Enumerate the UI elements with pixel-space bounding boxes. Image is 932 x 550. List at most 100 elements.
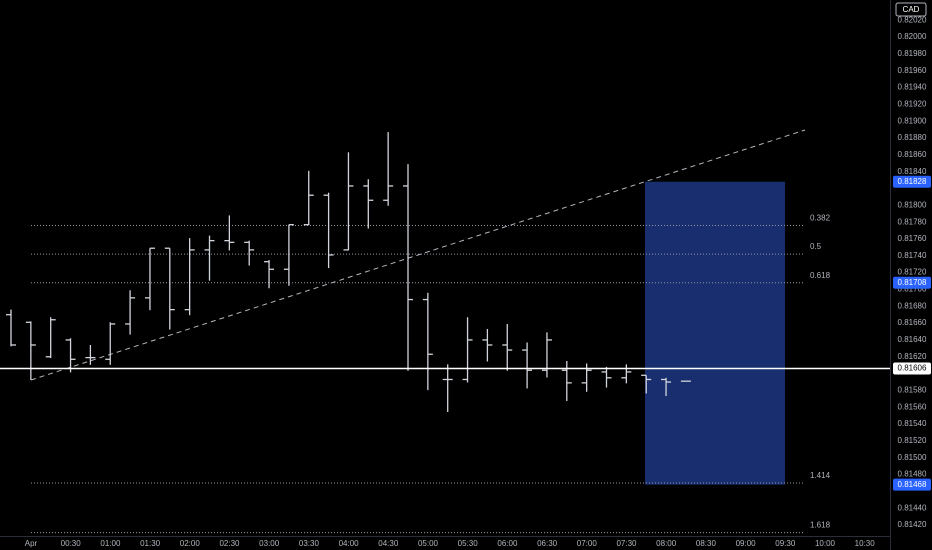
ohlc-bar bbox=[105, 322, 116, 365]
ohlc-bar bbox=[244, 240, 255, 266]
ohlc-bar bbox=[45, 317, 56, 359]
ohlc-bar bbox=[442, 364, 453, 412]
ohlc-bar bbox=[482, 329, 493, 362]
y-tick-label: 0.81880 bbox=[898, 133, 927, 142]
ohlc-bar bbox=[621, 364, 632, 384]
x-tick-label: 09:00 bbox=[736, 539, 757, 548]
y-tick-label: 0.81580 bbox=[898, 386, 927, 395]
y-tick-label: 0.81540 bbox=[898, 419, 927, 428]
fib-label: 0.5 bbox=[810, 242, 822, 251]
x-tick-label: 01:30 bbox=[140, 539, 161, 548]
ohlc-bar bbox=[6, 309, 16, 347]
x-tick-label: 03:30 bbox=[299, 539, 320, 548]
ohlc-bar bbox=[264, 260, 275, 289]
currency-badge[interactable] bbox=[895, 2, 927, 17]
y-tick-label: 0.81900 bbox=[898, 116, 927, 125]
fib-label: 0.382 bbox=[810, 214, 831, 223]
y-tick-label: 0.81680 bbox=[898, 301, 927, 310]
x-tick-label: 10:30 bbox=[855, 539, 876, 548]
box-level-label-bg bbox=[893, 276, 931, 289]
y-tick-label: 0.81960 bbox=[898, 66, 927, 75]
ohlc-bar bbox=[502, 323, 513, 371]
ohlc-bar bbox=[363, 179, 374, 229]
x-tick-label: 08:00 bbox=[656, 539, 677, 548]
y-tick-label: 0.81840 bbox=[898, 167, 927, 176]
y-tick-label: 0.81860 bbox=[898, 150, 927, 159]
ohlc-bar bbox=[462, 317, 473, 383]
x-tick-label: 01:00 bbox=[100, 539, 121, 548]
y-tick-label: 0.81740 bbox=[898, 251, 927, 260]
x-tick-label: 07:30 bbox=[616, 539, 637, 548]
ohlc-bar bbox=[680, 380, 691, 382]
ohlc-bar bbox=[25, 321, 36, 380]
fib-label: 1.414 bbox=[810, 471, 831, 480]
fib-label: 1.618 bbox=[810, 521, 831, 530]
y-tick-label: 0.81480 bbox=[898, 470, 927, 479]
ohlc-bar bbox=[541, 332, 552, 378]
y-tick-label: 0.81440 bbox=[898, 503, 927, 512]
y-tick-label: 0.81500 bbox=[898, 453, 927, 462]
ohlc-bar bbox=[343, 152, 354, 251]
last-price-label-bg bbox=[893, 362, 931, 375]
box-bottom-label: 0.81468 bbox=[898, 480, 927, 489]
ohlc-bar bbox=[561, 360, 572, 402]
y-tick-label: 0.81660 bbox=[898, 318, 927, 327]
ohlc-bar bbox=[184, 238, 195, 316]
ohlc-bar bbox=[403, 164, 413, 371]
x-tick-label: 02:00 bbox=[180, 539, 201, 548]
trendline[interactable] bbox=[30, 129, 806, 381]
ohlc-bar bbox=[323, 192, 334, 269]
y-tick-label: 0.81760 bbox=[898, 234, 927, 243]
last-price-label: 0.81606 bbox=[898, 364, 927, 373]
x-tick-label: 06:00 bbox=[497, 539, 518, 548]
x-tick-label: 05:30 bbox=[458, 539, 479, 548]
x-tick-label: 05:00 bbox=[418, 539, 439, 548]
position-box bbox=[645, 181, 785, 485]
x-tick-label: 07:00 bbox=[577, 539, 598, 548]
y-tick-label: 0.82020 bbox=[898, 15, 927, 24]
y-tick-label: 0.81980 bbox=[898, 49, 927, 58]
x-tick-label: 06:30 bbox=[537, 539, 558, 548]
box-level-label: 0.81708 bbox=[898, 278, 927, 287]
ohlc-bar bbox=[164, 247, 175, 330]
x-tick-label: 10:00 bbox=[815, 539, 836, 548]
y-tick-label: 0.82000 bbox=[898, 32, 927, 41]
y-tick-label: 0.81560 bbox=[898, 402, 927, 411]
x-tick-label: 03:00 bbox=[259, 539, 280, 548]
ohlc-bar bbox=[224, 215, 235, 251]
box-top-label: 0.81828 bbox=[898, 177, 927, 186]
ohlc-bar bbox=[422, 292, 433, 391]
x-tick-label: 02:30 bbox=[219, 539, 240, 548]
y-tick-label: 0.81620 bbox=[898, 352, 927, 361]
ohlc-bar bbox=[601, 366, 612, 388]
ohlc-bar bbox=[383, 132, 394, 206]
ohlc-bar bbox=[283, 224, 294, 286]
y-tick-label: 0.81700 bbox=[898, 285, 927, 294]
ohlc-bar bbox=[204, 235, 215, 281]
ohlc-bar bbox=[303, 170, 314, 226]
y-tick-label: 0.81520 bbox=[898, 436, 927, 445]
y-tick-label: 0.81420 bbox=[898, 520, 927, 529]
ohlc-bar bbox=[144, 247, 155, 311]
x-tick-label: 09:30 bbox=[775, 539, 796, 548]
ohlc-bar bbox=[522, 342, 533, 389]
y-tick-label: 0.81800 bbox=[898, 200, 927, 209]
x-tick-label: 08:30 bbox=[696, 539, 717, 548]
ohlc-bar bbox=[125, 290, 136, 335]
x-tick-label: 00:30 bbox=[61, 539, 82, 548]
x-tick-label: 04:30 bbox=[378, 539, 399, 548]
currency-label: CAD bbox=[903, 5, 920, 14]
y-tick-label: 0.81920 bbox=[898, 99, 927, 108]
box-bottom-label-bg bbox=[893, 478, 931, 491]
ohlc-bar bbox=[641, 374, 652, 394]
box-top-label-bg bbox=[893, 175, 931, 188]
fib-label: 0.618 bbox=[810, 271, 831, 280]
y-tick-label: 0.81780 bbox=[898, 217, 927, 226]
x-tick-label: 04:00 bbox=[339, 539, 360, 548]
y-tick-label: 0.81720 bbox=[898, 268, 927, 277]
y-tick-label: 0.81940 bbox=[898, 83, 927, 92]
ohlc-bar bbox=[85, 344, 96, 365]
